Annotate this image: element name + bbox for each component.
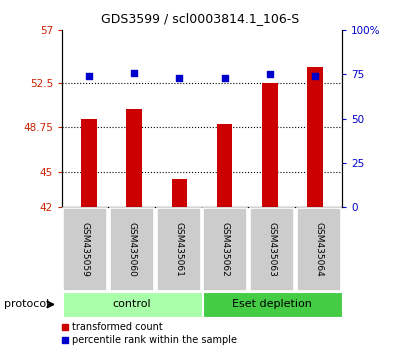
Text: Eset depletion: Eset depletion bbox=[232, 299, 312, 309]
Bar bbox=[262, 82, 278, 207]
Bar bbox=[172, 179, 187, 207]
Text: GDS3599 / scl0003814.1_106-S: GDS3599 / scl0003814.1_106-S bbox=[101, 12, 299, 25]
Text: GSM435063: GSM435063 bbox=[268, 222, 276, 277]
Point bbox=[131, 70, 138, 75]
Bar bbox=[126, 109, 142, 207]
Text: GSM435062: GSM435062 bbox=[221, 222, 230, 277]
Point bbox=[86, 73, 92, 79]
Bar bbox=[307, 67, 323, 207]
Bar bbox=[81, 119, 97, 207]
Bar bbox=[217, 125, 232, 207]
Text: GSM435064: GSM435064 bbox=[314, 222, 323, 277]
Text: GSM435059: GSM435059 bbox=[81, 222, 90, 277]
Text: GSM435060: GSM435060 bbox=[128, 222, 136, 277]
Point bbox=[312, 73, 318, 79]
Point bbox=[221, 75, 228, 81]
Legend: transformed count, percentile rank within the sample: transformed count, percentile rank withi… bbox=[57, 319, 241, 349]
Point bbox=[176, 75, 183, 81]
Text: protocol: protocol bbox=[4, 299, 49, 309]
Point bbox=[266, 72, 273, 77]
Text: GSM435061: GSM435061 bbox=[174, 222, 183, 277]
Text: control: control bbox=[113, 299, 151, 309]
